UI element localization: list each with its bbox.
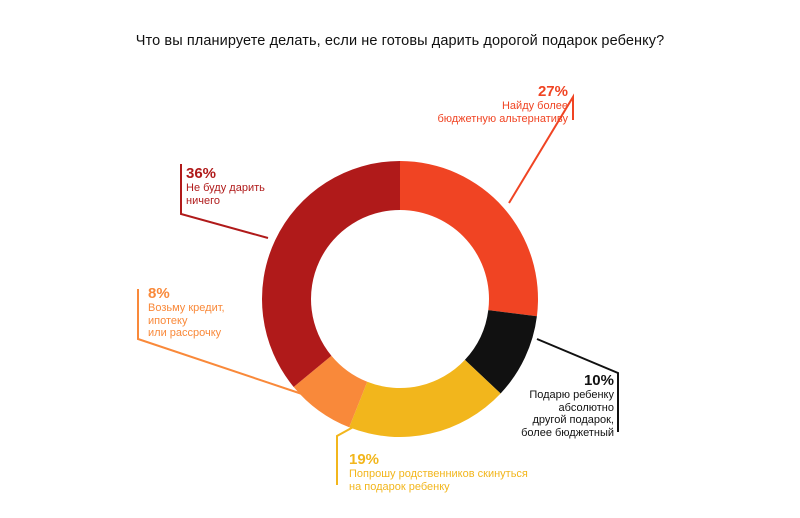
leader-line-other-gift: [536, 338, 619, 432]
slice-credit: [293, 355, 368, 428]
slice-percent: 10%: [583, 372, 614, 389]
slice-relatives: [349, 359, 501, 437]
slice-text: Найду более бюджетную альтернативу: [437, 100, 568, 125]
slice-label-relatives: 19% Попрошу родственников скинуться на п…: [349, 451, 528, 493]
leader-line-relatives: [336, 419, 367, 485]
leader-line-no-gift: [180, 164, 269, 239]
leader-line-credit: [137, 289, 306, 396]
slice-text: Возьму кредит, ипотеку или рассрочку: [148, 302, 225, 339]
slice-percent: 8%: [148, 285, 170, 302]
slice-label-credit: 8% Возьму кредит, ипотеку или рассрочку: [148, 285, 225, 340]
slice-text: Не буду дарить ничего: [186, 182, 265, 207]
slice-label-no-gift: 36% Не буду дарить ничего: [186, 165, 265, 207]
chart-title: Что вы планируете делать, если не готовы…: [135, 33, 665, 49]
slice-label-budget-alternative: 27% Найду более бюджетную альтернативу: [437, 83, 568, 125]
slice-label-other-gift: 10% Подарю ребенку абсолютно другой пода…: [521, 372, 614, 439]
slice-text: Подарю ребенку абсолютно другой подарок,…: [521, 389, 614, 439]
slice-percent: 19%: [349, 451, 380, 468]
slice-text: Попрошу родственников скинуться на подар…: [349, 468, 528, 493]
slice-budget-alternative: [400, 161, 538, 317]
slice-no-gift: [262, 161, 400, 387]
leader-line-budget-alternative: [508, 93, 574, 204]
slice-percent: 36%: [186, 165, 217, 182]
slice-percent: 27%: [537, 83, 568, 100]
slice-other-gift: [464, 310, 537, 394]
